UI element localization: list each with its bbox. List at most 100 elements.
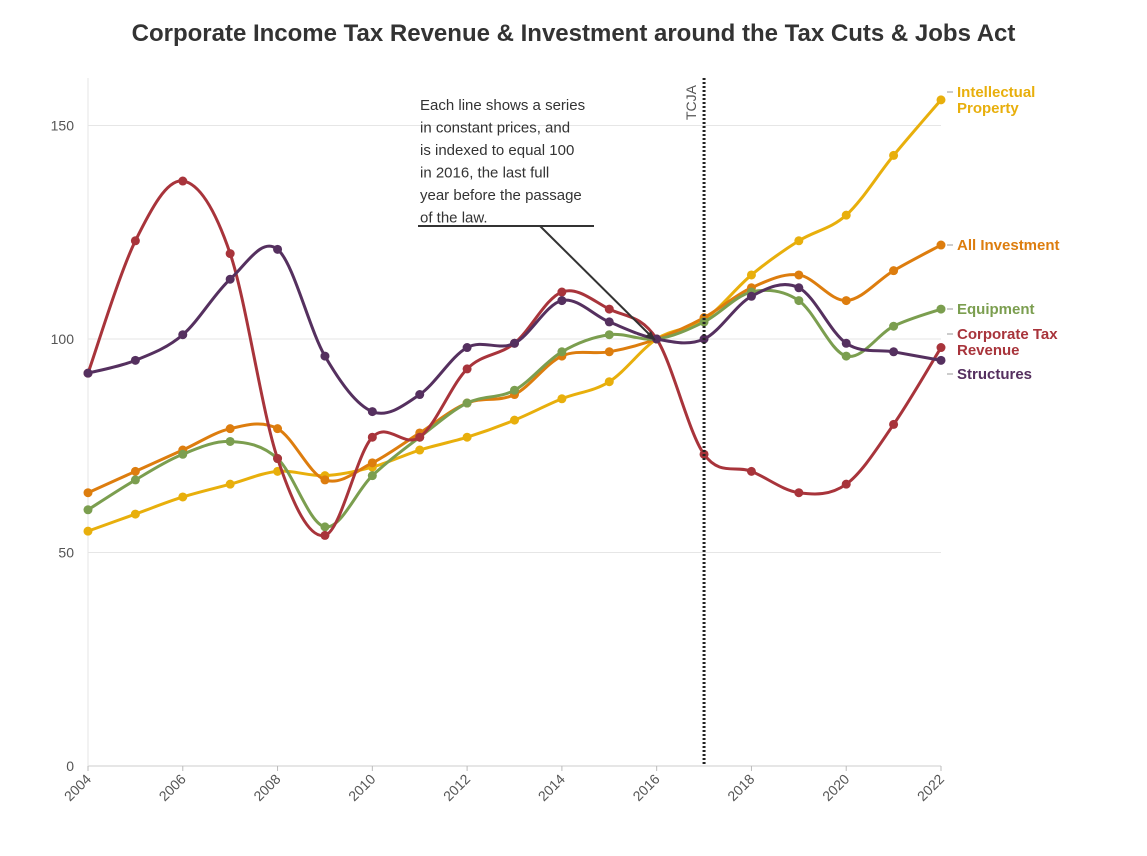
x-tick-label: 2006 (156, 771, 189, 804)
data-point-all-investment (936, 240, 946, 250)
x-tick-label: 2020 (819, 771, 852, 804)
data-point-equipment (936, 304, 946, 314)
annotation: TCJA Each line shows a series in constant … (418, 78, 706, 766)
data-point-all-investment (130, 466, 140, 476)
data-point-intellectual-property (225, 479, 235, 489)
data-point-equipment (557, 347, 567, 357)
data-point-corporate-tax-revenue (889, 419, 899, 429)
x-tick-label: 2004 (61, 771, 94, 804)
data-point-all-investment (273, 424, 283, 434)
data-point-equipment (83, 505, 93, 515)
y-tick-label: 50 (58, 545, 74, 561)
series-label-intellectual-property: Intellectual (957, 84, 1035, 101)
data-point-corporate-tax-revenue (273, 454, 283, 464)
x-tick-label: 2022 (914, 771, 947, 804)
data-point-structures (367, 407, 377, 417)
data-point-corporate-tax-revenue (415, 432, 425, 442)
data-point-equipment (841, 351, 851, 361)
data-point-structures (746, 291, 756, 301)
data-point-structures (510, 338, 519, 348)
data-point-all-investment (889, 266, 899, 276)
data-point-intellectual-property (794, 236, 804, 246)
annotation-text: in constant prices, and (420, 120, 570, 137)
data-point-intellectual-property (936, 95, 946, 105)
data-point-equipment (462, 398, 472, 408)
y-tick-label: 150 (51, 118, 75, 134)
data-point-all-investment (604, 347, 614, 357)
data-point-equipment (178, 449, 188, 459)
data-point-structures (604, 317, 614, 327)
series-label-structures: Structures (957, 366, 1032, 383)
data-point-all-investment (320, 475, 330, 485)
data-point-structures (415, 390, 425, 400)
annotation-arrow (539, 225, 656, 341)
x-tick-label: 2008 (250, 771, 283, 804)
annotation-text: of the law. (420, 210, 488, 227)
data-point-intellectual-property (178, 492, 188, 502)
x-tick-label: 2016 (629, 771, 662, 804)
data-point-structures (936, 355, 946, 365)
data-point-equipment (889, 321, 899, 331)
data-point-corporate-tax-revenue (462, 364, 472, 374)
data-point-structures (83, 368, 93, 378)
data-point-equipment (225, 436, 235, 446)
data-point-structures (225, 274, 235, 284)
data-point-corporate-tax-revenue (367, 432, 377, 442)
data-point-structures (841, 338, 851, 348)
chart-title: Corporate Income Tax Revenue & Investmen… (131, 20, 1016, 47)
data-point-intellectual-property (415, 445, 425, 455)
series-label-corporate-tax-revenue: Revenue (957, 342, 1020, 359)
annotation-text: Each line shows a series (420, 97, 585, 114)
y-tick-label: 0 (66, 758, 74, 774)
data-point-structures (557, 296, 567, 306)
data-point-structures (794, 283, 804, 293)
data-point-intellectual-property (746, 270, 756, 280)
annotation-text: year before the passage (420, 187, 582, 204)
series-label-all-investment: All Investment (957, 237, 1060, 254)
data-point-structures (889, 347, 899, 357)
data-point-intellectual-property (841, 210, 851, 220)
data-point-corporate-tax-revenue (794, 488, 804, 498)
data-point-all-investment (225, 424, 235, 434)
x-tick-label: 2012 (440, 771, 473, 804)
data-point-equipment (367, 471, 377, 481)
axes: 0 50 100 150 2004 2006 2008 2010 2012 2014 2016 201… (51, 118, 948, 805)
tcja-label: TCJA (683, 84, 699, 120)
data-point-equipment (320, 522, 330, 532)
data-point-equipment (130, 475, 140, 485)
y-tick-label: 100 (51, 331, 75, 347)
data-point-structures (273, 244, 283, 254)
data-point-corporate-tax-revenue (557, 287, 567, 297)
data-point-intellectual-property (510, 415, 519, 425)
annotation-text: is indexed to equal 100 (420, 142, 574, 159)
data-point-corporate-tax-revenue (936, 343, 946, 353)
series-line-all-investment (87, 243, 942, 495)
data-point-corporate-tax-revenue (841, 479, 851, 489)
data-point-corporate-tax-revenue (225, 249, 235, 259)
series-line-corporate-tax-revenue (86, 179, 943, 537)
data-point-corporate-tax-revenue (130, 236, 140, 246)
data-point-intellectual-property (604, 377, 614, 387)
series-label-equipment: Equipment (957, 301, 1035, 318)
data-point-corporate-tax-revenue (604, 304, 614, 314)
data-point-structures (130, 355, 140, 365)
data-point-all-investment (83, 488, 93, 498)
annotation-text: in 2016, the last full (420, 165, 549, 182)
data-point-equipment (794, 296, 804, 306)
data-point-all-investment (841, 296, 851, 306)
data-point-intellectual-property (462, 432, 472, 442)
data-point-intellectual-property (889, 150, 899, 160)
data-point-corporate-tax-revenue (320, 530, 330, 540)
data-point-structures (178, 330, 188, 340)
data-point-structures (462, 343, 472, 353)
data-point-structures (652, 334, 662, 344)
series-line-equipment (87, 288, 942, 529)
data-point-structures (320, 351, 330, 361)
x-tick-label: 2018 (724, 771, 757, 804)
series-label-intellectual-property: Property (957, 100, 1019, 117)
data-point-all-investment (794, 270, 804, 280)
data-point-equipment (604, 330, 614, 340)
data-point-equipment (510, 385, 519, 395)
